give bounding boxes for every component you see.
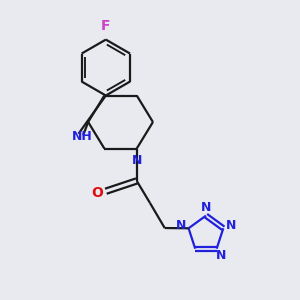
Text: N: N — [176, 219, 186, 232]
Text: F: F — [101, 19, 111, 33]
Text: N: N — [132, 154, 142, 167]
Text: N: N — [201, 201, 211, 214]
Text: O: O — [92, 186, 103, 200]
Text: N: N — [226, 219, 236, 232]
Text: NH: NH — [72, 130, 93, 143]
Text: N: N — [216, 249, 227, 262]
